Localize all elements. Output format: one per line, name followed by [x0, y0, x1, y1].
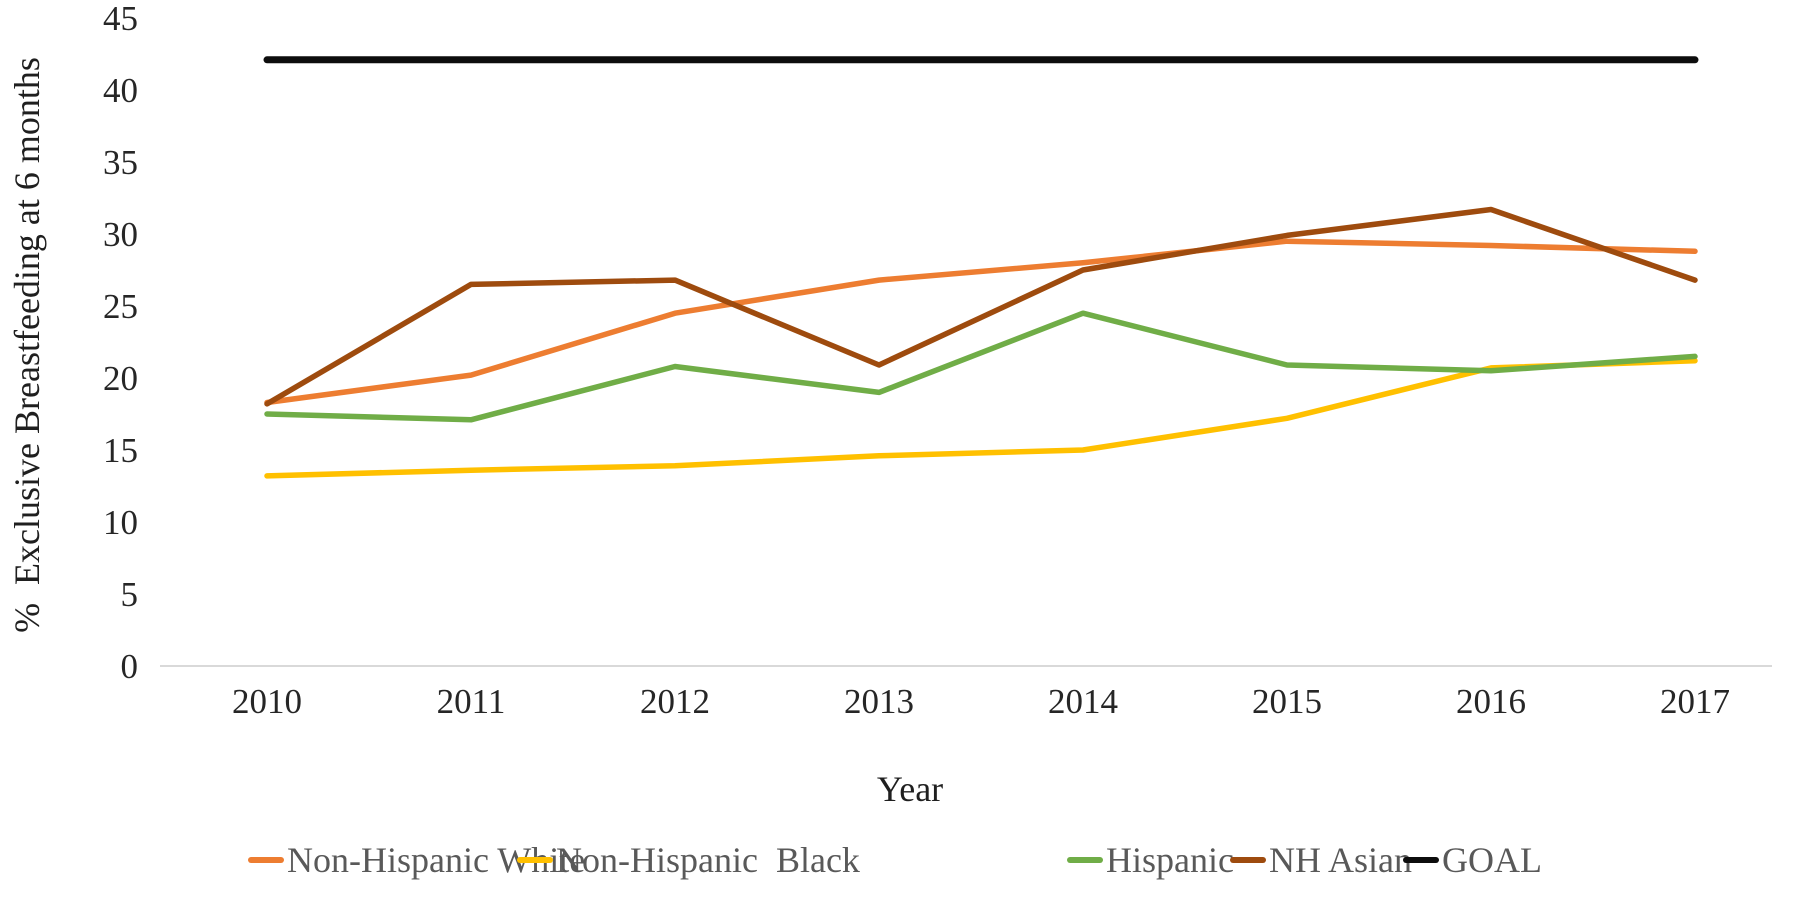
legend-label: GOAL [1442, 840, 1542, 880]
y-tick-label: 0 [121, 647, 139, 686]
legend-item-non-hispanic-white: Non-Hispanic White [248, 840, 585, 880]
legend-swatch [517, 857, 553, 863]
x-axis-title: Year [876, 769, 944, 809]
y-tick-label: 10 [103, 503, 138, 542]
y-tick-label: 20 [103, 359, 138, 398]
x-tick-label: 2013 [844, 682, 914, 721]
x-tick-label: 2011 [437, 682, 506, 721]
x-tick-label: 2010 [232, 682, 302, 721]
legend-swatch [1230, 857, 1266, 863]
legend-item-nh-asian: NH Asian [1230, 840, 1412, 880]
legend-label: NH Asian [1269, 840, 1412, 880]
legend-label: Hispanic [1106, 840, 1234, 880]
y-tick-label: 30 [103, 215, 138, 254]
x-tick-label: 2014 [1048, 682, 1118, 721]
legend-swatch [248, 857, 284, 863]
y-tick-label: 35 [103, 143, 138, 182]
legend-label: Non-Hispanic Black [556, 840, 860, 880]
x-tick-label: 2015 [1252, 682, 1322, 721]
y-tick-label: 15 [103, 431, 138, 470]
legend-item-goal: GOAL [1403, 840, 1542, 880]
legend-item-non-hispanic-black: Non-Hispanic Black [517, 840, 860, 880]
series-line-nh-asian [264, 206, 1698, 407]
x-tick-label: 2017 [1660, 682, 1730, 721]
legend-swatch [1067, 857, 1103, 863]
series-line-non-hispanic-white [264, 238, 1698, 406]
y-tick-label: 5 [121, 575, 139, 614]
series-line-non-hispanic-black [264, 357, 1698, 479]
y-tick-label: 45 [103, 0, 138, 38]
y-tick-label: 25 [103, 287, 138, 326]
x-tick-label: 2012 [640, 682, 710, 721]
y-tick-label: 40 [103, 71, 138, 110]
legend-label: Non-Hispanic White [287, 840, 586, 880]
legend: Non-Hispanic White Non-Hispanic Black Hisp… [0, 840, 1800, 886]
series-line-hispanic [264, 310, 1698, 423]
legend-item-hispanic: Hispanic [1067, 840, 1234, 880]
legend-swatch [1403, 857, 1439, 863]
y-axis-title: % Exclusive Breastfeeding at 6 months [7, 57, 47, 633]
x-tick-label: 2016 [1456, 682, 1526, 721]
